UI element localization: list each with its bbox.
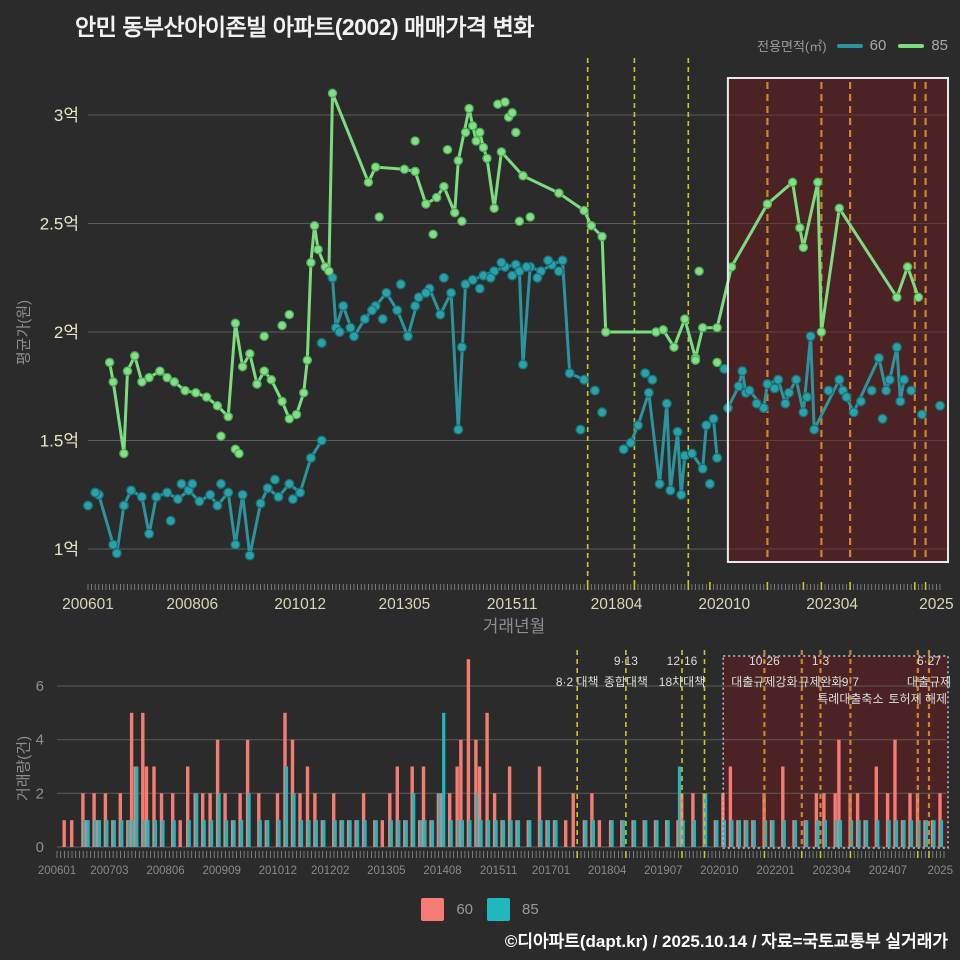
legend-line-swatch — [836, 43, 863, 48]
price-x-axis-title: 거래년월 — [482, 617, 546, 636]
svg-text:202201: 202201 — [756, 865, 794, 877]
svg-text:0: 0 — [36, 839, 44, 856]
svg-text:200601: 200601 — [62, 596, 114, 613]
area-legend-item-85[interactable]: 85 — [898, 37, 948, 54]
svg-text:200703: 200703 — [90, 865, 128, 877]
svg-text:201202: 201202 — [311, 865, 349, 877]
volume-y-axis-title: 거래량(건) — [15, 735, 33, 802]
svg-text:대출규제: 대출규제 — [907, 675, 951, 689]
svg-text:종합대책: 종합대책 — [604, 674, 648, 689]
svg-text:202010: 202010 — [698, 596, 750, 613]
area-legend-items: 60 85 — [836, 37, 948, 54]
svg-text:대출규제강화: 대출규제강화 — [731, 675, 797, 689]
area-legend-label: 전용면적(㎡) — [757, 39, 827, 54]
svg-text:201012: 201012 — [259, 865, 297, 877]
svg-text:2.5억: 2.5억 — [40, 215, 79, 234]
volume-legend: 60 85 — [0, 898, 960, 921]
svg-text:201804: 201804 — [591, 596, 643, 613]
svg-text:1·3: 1·3 — [812, 654, 830, 668]
price-y-axis-title: 평균가(원) — [15, 299, 33, 366]
svg-text:201511: 201511 — [487, 596, 538, 613]
svg-text:201804: 201804 — [588, 865, 627, 877]
legend-square-swatch — [421, 898, 445, 921]
svg-text:6·27: 6·27 — [917, 654, 941, 668]
price-series-85 — [104, 88, 924, 459]
svg-text:202407: 202407 — [869, 865, 907, 877]
price-series-60 — [82, 255, 946, 561]
svg-text:202010: 202010 — [700, 865, 738, 877]
volume-legend-item-60[interactable]: 60 — [421, 898, 473, 921]
svg-text:12·16: 12·16 — [667, 654, 698, 668]
svg-text:202304: 202304 — [813, 865, 852, 877]
svg-text:201305: 201305 — [379, 596, 431, 613]
svg-text:10·26: 10·26 — [749, 654, 780, 668]
svg-text:9·13: 9·13 — [614, 654, 638, 668]
volume-bars — [62, 659, 944, 847]
svg-text:201012: 201012 — [274, 596, 326, 613]
svg-text:201408: 201408 — [423, 865, 461, 877]
svg-text:6: 6 — [36, 678, 44, 695]
svg-text:18차대책: 18차대책 — [659, 674, 705, 689]
policy-annotations: 8·2 대책 9·13 종합대책 12·16 18차대책 10·26 대출규제강화 1·3 규제… — [556, 654, 951, 706]
svg-text:3억: 3억 — [54, 106, 79, 125]
svg-text:200806: 200806 — [146, 865, 184, 877]
svg-text:2025: 2025 — [919, 596, 953, 613]
svg-text:규제완화: 규제완화 — [798, 675, 842, 689]
volume-legend-item-85[interactable]: 85 — [487, 898, 539, 921]
page-title: 안민 동부산아이존빌 아파트(2002) 매매가격 변화 — [75, 14, 534, 40]
svg-text:200909: 200909 — [203, 865, 241, 877]
svg-text:200806: 200806 — [166, 596, 218, 613]
svg-text:201907: 201907 — [644, 865, 682, 877]
svg-text:토허제 해제: 토허제 해제 — [889, 692, 948, 706]
area-legend: 전용면적(㎡) 60 85 — [757, 36, 948, 55]
svg-text:202304: 202304 — [806, 596, 858, 613]
svg-text:1억: 1억 — [54, 540, 79, 559]
svg-text:2: 2 — [36, 785, 44, 802]
svg-text:201701: 201701 — [532, 865, 570, 877]
area-legend-item-60[interactable]: 60 — [836, 37, 886, 54]
svg-text:2억: 2억 — [54, 323, 79, 342]
svg-text:4: 4 — [36, 732, 44, 749]
svg-text:특례대출축소: 특례대출축소 — [817, 692, 883, 706]
legend-square-swatch — [487, 898, 510, 921]
svg-text:201305: 201305 — [367, 865, 405, 877]
svg-text:8·2 대책: 8·2 대책 — [556, 674, 599, 689]
svg-text:1.5억: 1.5억 — [40, 432, 79, 451]
highlight-box-border — [722, 77, 950, 849]
svg-text:9·7: 9·7 — [842, 675, 860, 689]
svg-text:2025: 2025 — [928, 865, 954, 877]
svg-text:201511: 201511 — [480, 865, 518, 877]
svg-text:200601: 200601 — [38, 865, 76, 877]
legend-line-swatch — [898, 43, 925, 48]
copyright-text: ©디아파트(dapt.kr) / 2025.10.14 / 자료=국토교통부 실… — [504, 932, 948, 951]
